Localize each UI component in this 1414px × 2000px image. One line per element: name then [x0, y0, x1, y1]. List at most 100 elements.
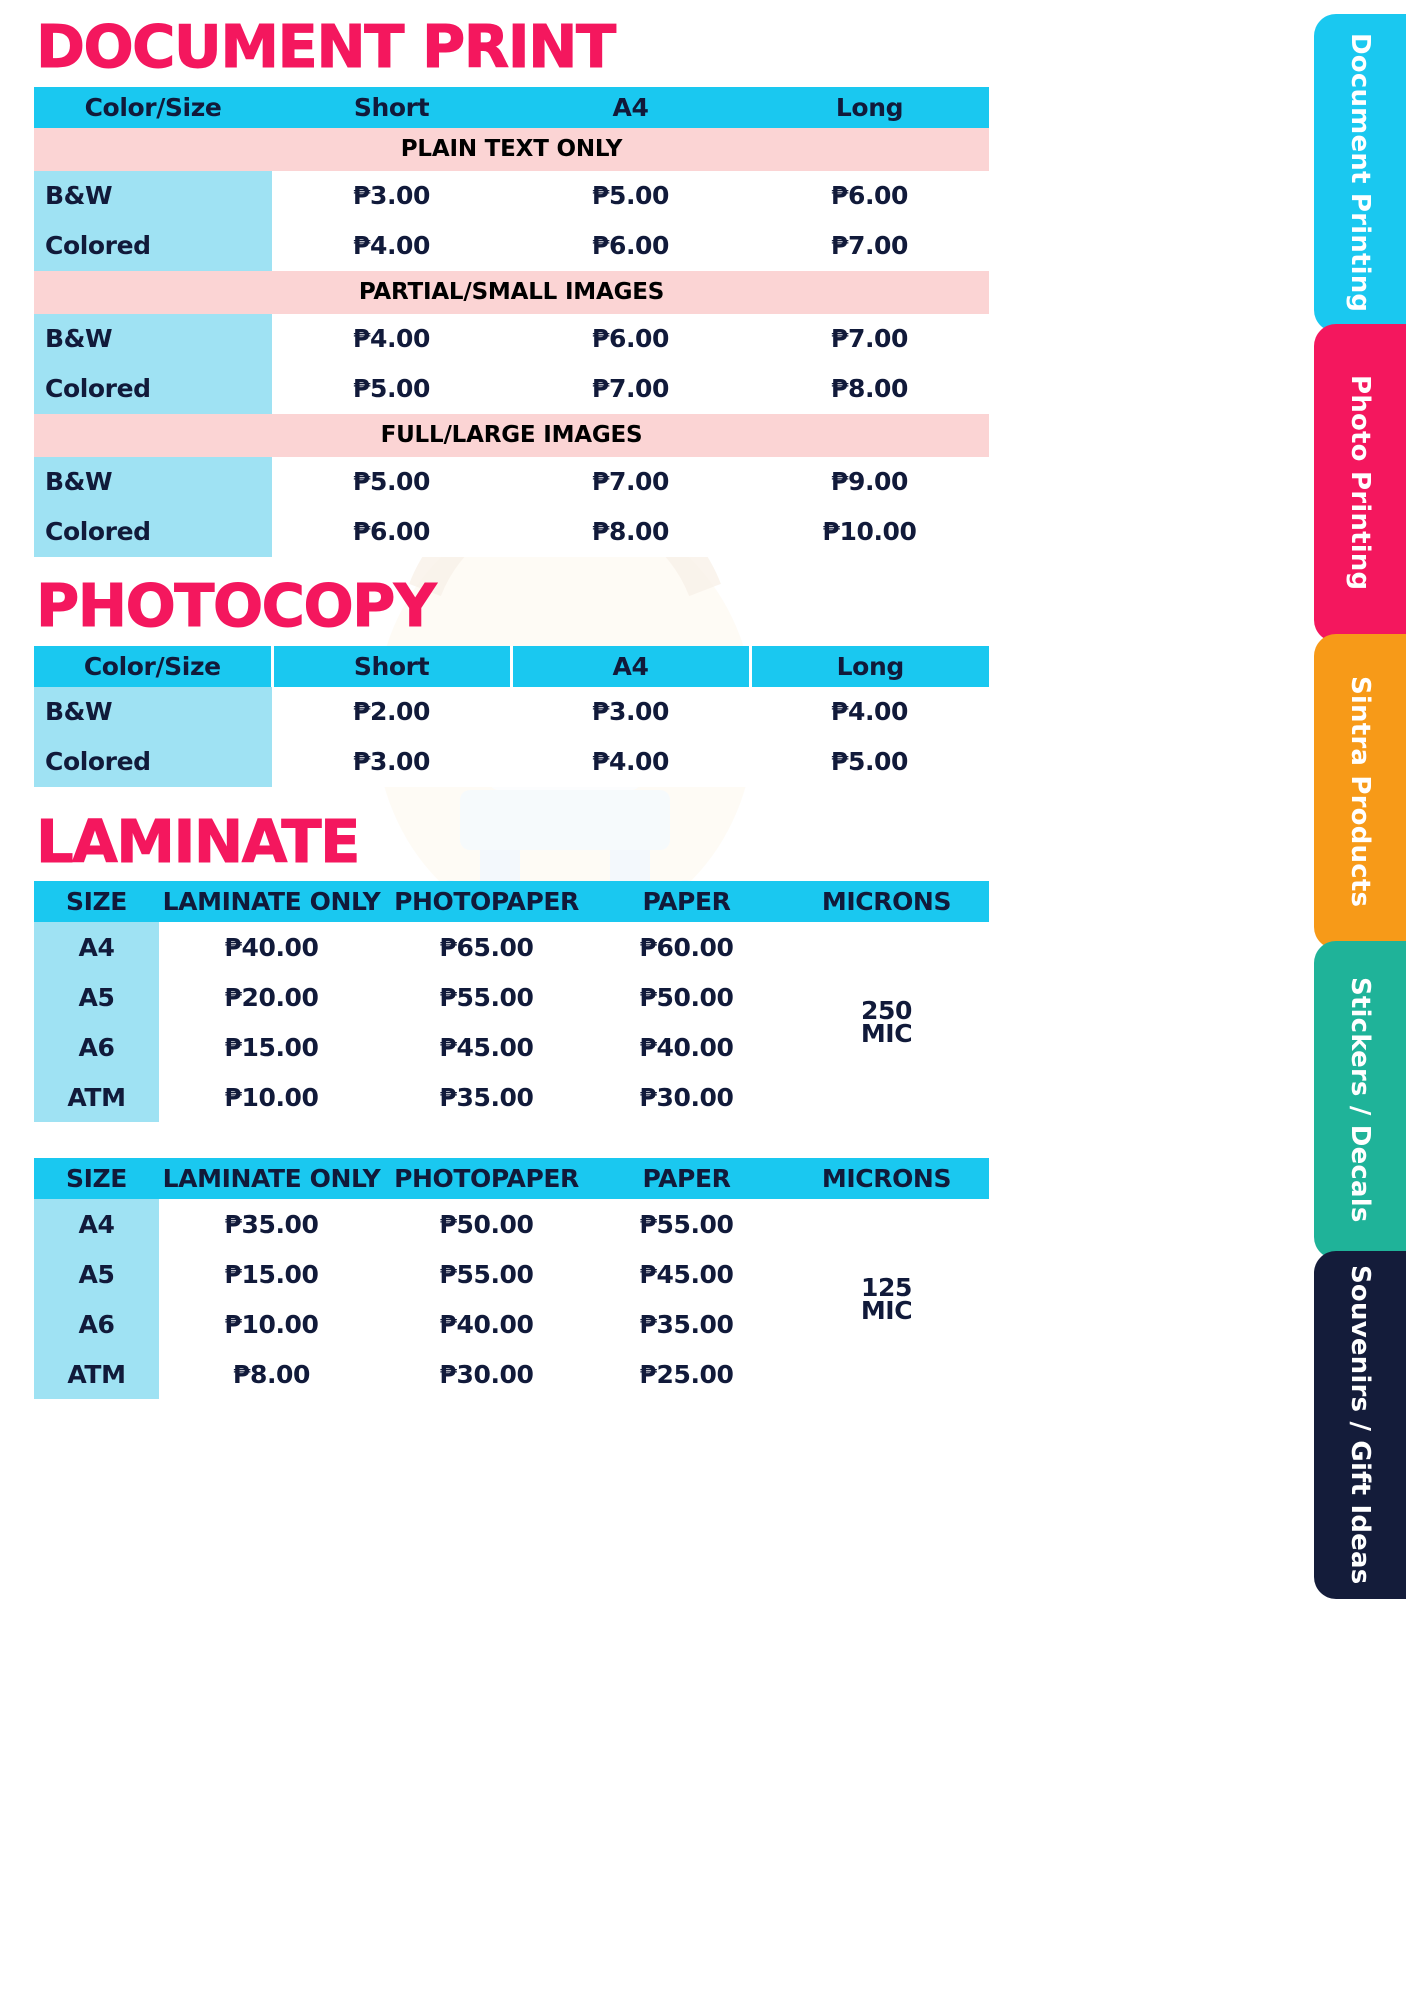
- price-long: ₱4.00: [830, 697, 909, 727]
- price-long: ₱9.00: [830, 467, 909, 497]
- price-photopaper: ₱55.00: [439, 982, 534, 1012]
- price-short: ₱2.00: [352, 697, 431, 727]
- page-title-laminate: LAMINATE: [36, 806, 361, 876]
- price-long: ₱5.00: [830, 747, 909, 777]
- row-label: B&W: [34, 313, 272, 364]
- page-title-photocopy: PHOTOCOPY: [36, 570, 438, 640]
- price-long: ₱8.00: [830, 374, 909, 404]
- column-header-photopaper: PHOTOPAPER: [394, 1164, 579, 1194]
- photocopy-table: Color/Size Short A4 Long B&W ₱2.00 ₱3.00…: [34, 645, 989, 787]
- row-label-size: A4: [34, 922, 159, 973]
- group-band-label: PARTIAL/SMALL IMAGES: [358, 279, 665, 306]
- group-band-partial-small-images: PARTIAL/SMALL IMAGES: [34, 270, 989, 314]
- price-a4: ₱3.00: [591, 697, 670, 727]
- price-laminate-only: ₱10.00: [224, 1082, 319, 1112]
- column-header-short: Short: [353, 92, 430, 122]
- micron-value-250: 250 MIC: [784, 922, 989, 1122]
- sidebar-item-label: Document Printing: [1345, 33, 1375, 313]
- price-paper: ₱40.00: [639, 1032, 734, 1062]
- column-header-laminate-only: LAMINATE ONLY: [162, 887, 381, 917]
- price-long: ₱6.00: [830, 181, 909, 211]
- price-short: ₱4.00: [352, 231, 431, 261]
- price-photopaper: ₱35.00: [439, 1082, 534, 1112]
- column-header-photopaper: PHOTOPAPER: [394, 887, 579, 917]
- price-paper: ₱50.00: [639, 982, 734, 1012]
- table-row: Colored ₱5.00 ₱7.00 ₱8.00: [34, 363, 989, 414]
- price-paper: ₱35.00: [639, 1309, 734, 1339]
- group-band-label: FULL/LARGE IMAGES: [380, 422, 643, 449]
- laminate-table-250-mic: SIZE LAMINATE ONLY PHOTOPAPER PAPER MICR…: [34, 881, 989, 1123]
- page-title-document-print: DOCUMENT PRINT: [36, 12, 617, 81]
- price-short: ₱5.00: [352, 467, 431, 497]
- row-label-size: A4: [34, 1199, 159, 1250]
- price-laminate-only: ₱15.00: [224, 1259, 319, 1289]
- micron-unit: MIC: [860, 1019, 913, 1049]
- row-label: Colored: [34, 506, 272, 557]
- row-label: Colored: [34, 363, 272, 414]
- price-laminate-only: ₱8.00: [232, 1359, 311, 1389]
- price-laminate-only: ₱15.00: [224, 1032, 319, 1062]
- table-header-row: SIZE LAMINATE ONLY PHOTOPAPER PAPER MICR…: [34, 1158, 989, 1200]
- column-header-size: SIZE: [66, 1164, 127, 1194]
- price-a4: ₱7.00: [591, 374, 670, 404]
- table-row: B&W ₱4.00 ₱6.00 ₱7.00: [34, 313, 989, 364]
- category-tab-rail: Document Printing Photo Printing Sintra …: [1314, 14, 1414, 1599]
- price-photopaper: ₱30.00: [439, 1359, 534, 1389]
- group-band-full-large-images: FULL/LARGE IMAGES: [34, 413, 989, 457]
- table-row: Colored ₱4.00 ₱6.00 ₱7.00: [34, 220, 989, 271]
- price-a4: ₱5.00: [591, 181, 670, 211]
- price-short: ₱6.00: [352, 517, 431, 547]
- column-header-paper: PAPER: [642, 1164, 731, 1194]
- price-paper: ₱60.00: [639, 932, 734, 962]
- table-row: B&W ₱3.00 ₱5.00 ₱6.00: [34, 170, 989, 221]
- table-row: B&W ₱2.00 ₱3.00 ₱4.00: [34, 686, 989, 737]
- price-a4: ₱8.00: [591, 517, 670, 547]
- column-header-color-size: Color/Size: [83, 651, 221, 681]
- column-header-microns: MICRONS: [821, 887, 952, 917]
- price-short: ₱3.00: [352, 181, 431, 211]
- row-label-size: A6: [34, 1022, 159, 1073]
- price-paper: ₱30.00: [639, 1082, 734, 1112]
- group-band-plain-text: PLAIN TEXT ONLY: [34, 127, 989, 171]
- price-long: ₱10.00: [822, 517, 917, 547]
- price-long: ₱7.00: [830, 231, 909, 261]
- price-a4: ₱4.00: [591, 747, 670, 777]
- group-band-label: PLAIN TEXT ONLY: [400, 136, 623, 163]
- sidebar-item-stickers-decals[interactable]: Stickers / Decals: [1314, 941, 1406, 1259]
- column-header-a4: A4: [509, 645, 750, 687]
- column-header-size: SIZE: [66, 887, 127, 917]
- column-header-long: Long: [835, 92, 904, 122]
- column-header-a4: A4: [612, 92, 649, 122]
- price-long: ₱7.00: [830, 324, 909, 354]
- sidebar-item-document-printing[interactable]: Document Printing: [1314, 14, 1406, 332]
- price-short: ₱4.00: [352, 324, 431, 354]
- row-label-size: A6: [34, 1299, 159, 1350]
- price-a4: ₱7.00: [591, 467, 670, 497]
- row-label: Colored: [34, 736, 272, 787]
- row-label: B&W: [34, 686, 272, 737]
- price-photopaper: ₱65.00: [439, 932, 534, 962]
- price-photopaper: ₱40.00: [439, 1309, 534, 1339]
- row-label-size: ATM: [34, 1349, 159, 1400]
- sidebar-item-souvenirs-gift-ideas[interactable]: Souvenirs / Gift Ideas: [1314, 1251, 1406, 1599]
- price-laminate-only: ₱20.00: [224, 982, 319, 1012]
- price-paper: ₱25.00: [639, 1359, 734, 1389]
- sidebar-item-photo-printing[interactable]: Photo Printing: [1314, 324, 1406, 642]
- row-label: Colored: [34, 220, 272, 271]
- price-paper: ₱55.00: [639, 1209, 734, 1239]
- sidebar-item-label: Stickers / Decals: [1345, 977, 1375, 1223]
- price-content-column: DOCUMENT PRINT Color/Size Short A4 Long …: [34, 12, 989, 1400]
- document-print-table: Color/Size Short A4 Long PLAIN TEXT ONLY…: [34, 86, 989, 557]
- laminate-table-125-mic: SIZE LAMINATE ONLY PHOTOPAPER PAPER MICR…: [34, 1158, 989, 1400]
- table-row: B&W ₱5.00 ₱7.00 ₱9.00: [34, 456, 989, 507]
- table-row: A4 ₱40.00 ₱65.00 ₱60.00 250 MIC: [34, 922, 989, 1046]
- price-photopaper: ₱50.00: [439, 1209, 534, 1239]
- price-short: ₱3.00: [352, 747, 431, 777]
- price-laminate-only: ₱10.00: [224, 1309, 319, 1339]
- row-label: B&W: [34, 456, 272, 507]
- row-label-size: ATM: [34, 1072, 159, 1123]
- sidebar-item-sintra-products[interactable]: Sintra Products: [1314, 634, 1406, 949]
- price-photopaper: ₱55.00: [439, 1259, 534, 1289]
- micron-unit: MIC: [860, 1296, 913, 1326]
